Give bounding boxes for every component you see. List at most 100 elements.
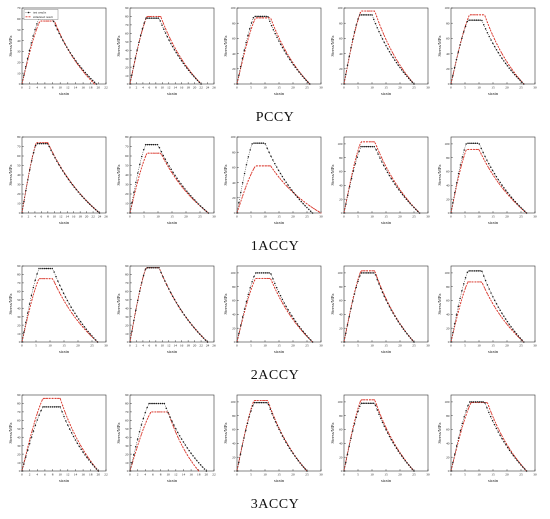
- simulated-result-point: [352, 425, 354, 427]
- y-tick-label: 40: [125, 306, 129, 310]
- simulated-result-point: [143, 427, 145, 429]
- simulated-result-point: [457, 311, 459, 313]
- simulated-result-point: [92, 336, 94, 338]
- test-results-point: [84, 454, 86, 456]
- y-tick-label: 60: [446, 299, 450, 303]
- y-tick-label: 80: [125, 135, 129, 139]
- simulated-result-point: [462, 32, 464, 35]
- simulated-result-point: [477, 281, 479, 283]
- test-results-point: [402, 71, 405, 73]
- simulated-result-point: [39, 405, 41, 407]
- test-results-point: [75, 60, 77, 62]
- simulated-result-point: [163, 411, 165, 413]
- x-tick-label: 10: [48, 344, 52, 348]
- x-tick-label: 15: [277, 215, 281, 219]
- panel-17: 0 2 4 6 8 10 12 14 16 18 20 220102030405060708090st…: [116, 393, 216, 483]
- test-results-point: [205, 210, 208, 213]
- x-tick-label: 0: [21, 344, 23, 348]
- test-results-point: [264, 272, 267, 274]
- test-results-point: [154, 402, 156, 405]
- test-results-point: [283, 50, 286, 52]
- simulated-result-point: [89, 78, 91, 80]
- y-tick-label: 40: [125, 435, 129, 439]
- x-tick-label: 24: [206, 344, 210, 348]
- y-tick-label: 0: [341, 211, 343, 215]
- test-results-point: [499, 309, 501, 311]
- test-results-line: [343, 403, 415, 472]
- test-results-point: [281, 435, 284, 437]
- test-results-point: [30, 42, 33, 44]
- test-results-point: [63, 173, 66, 175]
- test-results-point: [238, 332, 240, 335]
- simulated-result-point: [371, 270, 373, 272]
- x-tick-label: 18: [78, 215, 82, 219]
- test-results-point: [459, 44, 461, 46]
- simulated-result-point: [489, 27, 491, 30]
- test-results-point: [204, 339, 207, 341]
- test-results-point: [182, 185, 184, 188]
- x-tick-label: 5: [464, 215, 466, 219]
- y-axis-label: Stress/MPa: [330, 36, 335, 57]
- x-tick-label: 0: [129, 344, 131, 348]
- simulated-result-point: [404, 458, 406, 460]
- simulated-result-point: [508, 64, 510, 66]
- test-results-point: [374, 404, 377, 406]
- test-results-point: [401, 69, 403, 71]
- test-results-point: [390, 53, 392, 56]
- test-results-point: [303, 77, 306, 79]
- test-results-point: [66, 299, 69, 302]
- test-results-point: [189, 71, 192, 74]
- simulated-result-point: [248, 35, 250, 37]
- test-results-point: [369, 272, 371, 274]
- test-results-point: [289, 186, 291, 189]
- test-results-point: [172, 171, 174, 174]
- test-results-point: [141, 28, 144, 30]
- test-results-point: [411, 204, 413, 207]
- y-tick-label: 40: [446, 313, 450, 317]
- simulated-result-line: [236, 17, 311, 85]
- test-results-point: [267, 15, 269, 18]
- test-results-point: [65, 420, 67, 422]
- test-results-point: [191, 197, 194, 199]
- x-tick-label: 20: [505, 344, 509, 348]
- simulated-result-point: [40, 20, 42, 22]
- x-tick-label: 0: [343, 473, 345, 477]
- test-results-point: [46, 406, 48, 408]
- simulated-result-point: [378, 22, 380, 24]
- x-tick-label: 30: [212, 215, 216, 219]
- simulated-result-point: [366, 141, 368, 143]
- test-results-point: [96, 210, 99, 213]
- test-results-point: [200, 335, 203, 337]
- test-results-point: [65, 175, 68, 178]
- x-tick-label: 5: [250, 473, 252, 477]
- test-results-point: [300, 328, 303, 330]
- y-tick-label: 80: [446, 21, 450, 25]
- test-results-point: [187, 319, 189, 321]
- simulated-result-point: [39, 142, 41, 144]
- simulated-result-point: [468, 407, 470, 409]
- test-results-point: [285, 53, 287, 55]
- test-results-point: [72, 309, 74, 312]
- test-results-point: [408, 335, 410, 337]
- simulated-result-point: [296, 324, 299, 327]
- test-results-point: [184, 444, 187, 446]
- x-tick-label: 10: [370, 473, 374, 477]
- test-results-point: [270, 273, 272, 275]
- simulated-result-point: [154, 411, 156, 413]
- simulated-result-line: [450, 14, 525, 85]
- test-results-point: [52, 20, 55, 23]
- x-tick-label: 20: [291, 86, 295, 90]
- simulated-result-point: [373, 10, 375, 12]
- test-results-point: [132, 65, 135, 68]
- simulated-result-point: [167, 33, 169, 35]
- test-results-point: [402, 328, 405, 330]
- simulated-result-point: [485, 402, 487, 404]
- simulated-result-point: [41, 278, 43, 280]
- test-results-point: [161, 402, 164, 405]
- test-results-point: [255, 272, 257, 274]
- panel-frame: [21, 394, 107, 472]
- test-results-point: [408, 77, 410, 80]
- y-axis-label: Stress/MPa: [116, 36, 121, 57]
